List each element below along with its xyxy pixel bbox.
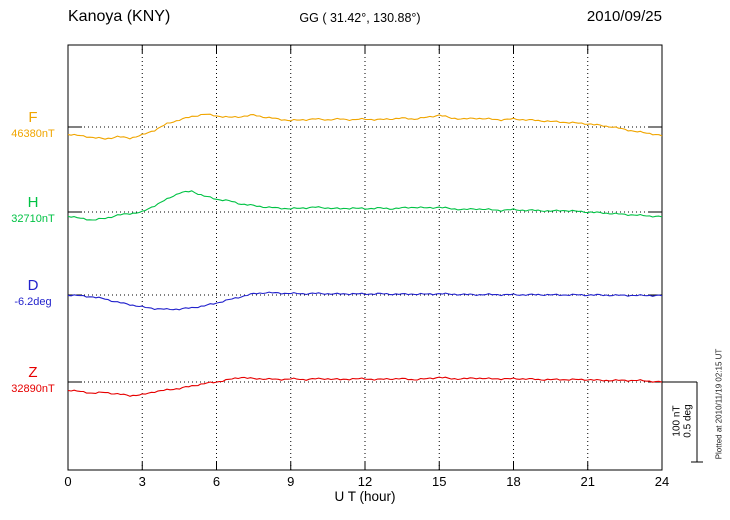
trace-h	[67, 190, 663, 221]
trace-label-block-z: Z 32890nT	[2, 365, 64, 395]
trace-letter-z: Z	[28, 364, 38, 381]
trace-letter-h: H	[27, 194, 39, 211]
x-tick-label: 18	[506, 474, 520, 489]
trace-z	[67, 376, 663, 397]
scalebar-label-nt: 100 nT	[671, 405, 683, 437]
plot-border	[67, 44, 663, 471]
baseline-value-d: -6.2deg	[14, 296, 52, 308]
x-tick-label: 0	[64, 474, 71, 489]
trace-d	[67, 291, 663, 311]
trace-letter-d: D	[27, 277, 39, 294]
trace-label-block-f: F 46380nT	[2, 110, 64, 140]
x-tick-label: 21	[581, 474, 595, 489]
baseline-value-f: 46380nT	[11, 128, 55, 140]
baseline-value-z: 32890nT	[11, 383, 55, 395]
trace-letter-f: F	[28, 109, 38, 126]
station-title: Kanoya (KNY)	[68, 8, 171, 25]
plotted-at-note: Plotted at 2010/11/19 02:15 UT	[714, 348, 724, 460]
baseline-value-h: 32710nT	[11, 213, 55, 225]
trace-label-block-d: D -6.2deg	[2, 278, 64, 308]
scalebar-label-deg: 0.5 deg	[682, 404, 694, 438]
geographic-coords: GG ( 31.42°, 130.88°)	[299, 11, 421, 25]
plot-date: 2010/09/25	[586, 8, 662, 25]
trace-f	[67, 113, 663, 140]
x-tick-label: 12	[358, 474, 372, 489]
x-tick-label: 24	[655, 474, 669, 489]
x-tick-label: 9	[287, 474, 294, 489]
x-tick-label: 3	[139, 474, 146, 489]
trace-label-block-h: H 32710nT	[2, 195, 64, 225]
x-tick-label: 6	[213, 474, 220, 489]
x-axis-label: U T (hour)	[334, 489, 396, 504]
x-tick-label: 15	[432, 474, 446, 489]
